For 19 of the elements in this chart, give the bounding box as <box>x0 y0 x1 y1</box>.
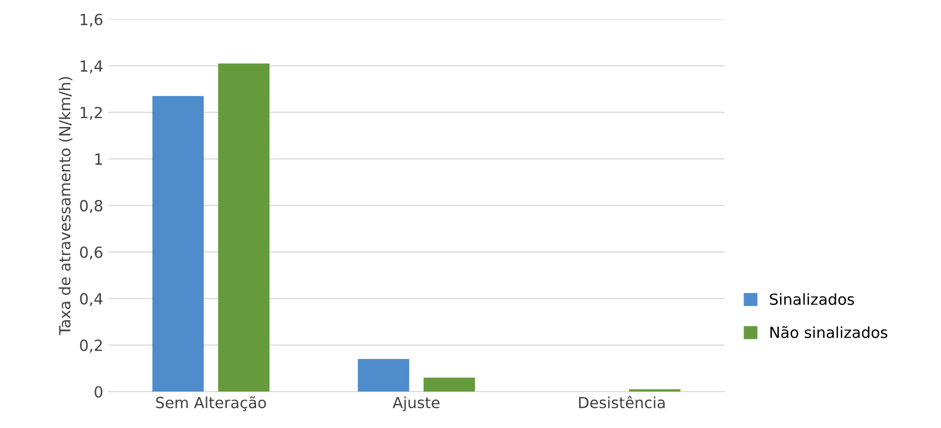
x-tick-label: Desistência <box>579 396 665 408</box>
bar <box>152 96 204 392</box>
y-axis-title: Taxa de atravessamento (N/km/h) <box>58 77 72 336</box>
x-tick-label: Ajuste <box>392 396 440 412</box>
x-tick-label: Sem Alteração <box>156 396 266 412</box>
y-tick-label: 1,2 <box>80 106 102 120</box>
bar <box>218 63 270 392</box>
y-tick-label: 0,4 <box>80 292 102 306</box>
legend-label: Não sinalizados <box>770 326 888 338</box>
y-tick-label: 0 <box>94 386 102 398</box>
legend-label: Sinalizados <box>770 293 854 306</box>
bar <box>358 359 410 392</box>
y-tick-label: 0,6 <box>80 246 102 260</box>
y-tick-label: 0,2 <box>80 340 102 353</box>
y-tick-label: 1,4 <box>80 60 102 74</box>
y-tick-label: 0,8 <box>80 200 102 214</box>
bar <box>424 378 475 392</box>
y-tick-label: 1 <box>95 154 102 165</box>
y-tick-label: 1,6 <box>80 14 102 27</box>
